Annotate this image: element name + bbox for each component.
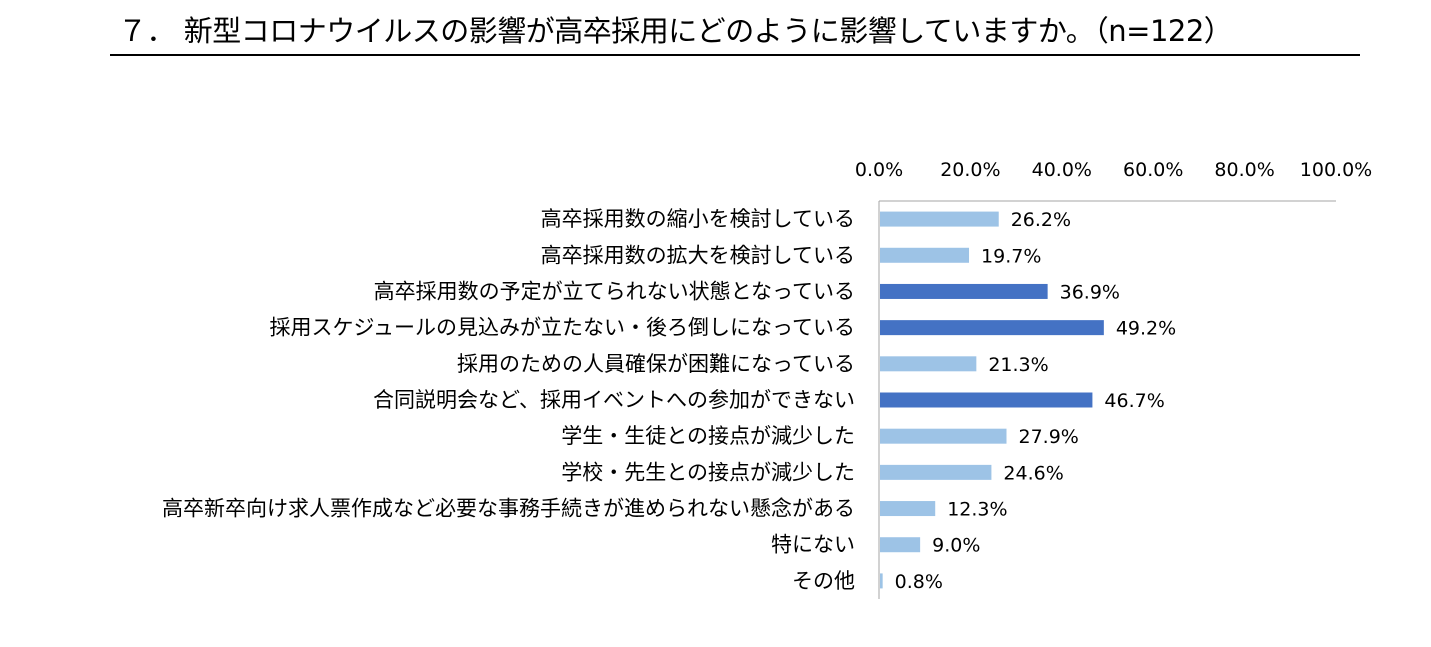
bar	[880, 428, 1007, 444]
x-tick-label: 0.0%	[855, 159, 903, 181]
bar	[880, 211, 999, 227]
data-label: 12.3%	[947, 499, 1007, 521]
bar	[880, 501, 936, 517]
data-label: 36.9%	[1060, 281, 1120, 303]
bar	[880, 573, 883, 589]
data-label: 24.6%	[1003, 462, 1063, 484]
category-label: 合同説明会など、採用イベントへの参加ができない	[373, 388, 855, 412]
x-tick-label: 80.0%	[1214, 159, 1274, 181]
bar	[880, 537, 921, 553]
data-label: 49.2%	[1116, 318, 1176, 340]
bars	[880, 211, 1104, 589]
bar	[880, 283, 1048, 299]
category-label: 学校・先生との接点が減少した	[561, 460, 855, 484]
bar	[880, 356, 977, 372]
data-label: 19.7%	[981, 245, 1041, 267]
chart-title: ７． 新型コロナウイルスの影響が高卒採用にどのように影響していますか。（n=12…	[118, 14, 1233, 48]
category-label: 特にない	[771, 533, 855, 557]
x-tick-label: 100.0%	[1300, 159, 1372, 181]
data-label: 9.0%	[932, 535, 980, 557]
x-tick-label: 60.0%	[1123, 159, 1183, 181]
title-area: ７． 新型コロナウイルスの影響が高卒採用にどのように影響していますか。（n=12…	[110, 8, 1360, 56]
category-label: 高卒採用数の予定が立てられない状態となっている	[374, 279, 855, 303]
x-axis-ticks: 0.0% 20.0% 40.0% 60.0% 80.0% 100.0%	[855, 159, 1372, 181]
bar	[880, 247, 970, 263]
data-label: 46.7%	[1104, 390, 1164, 412]
category-labels: 高卒採用数の縮小を検討している高卒採用数の拡大を検討している高卒採用数の予定が立…	[162, 207, 855, 593]
bar	[880, 464, 992, 480]
value-labels: 26.2% 19.7% 36.9% 49.2% 21.3% 46.7% 27.9% 24.6%…	[895, 209, 1177, 593]
data-label: 27.9%	[1019, 426, 1079, 448]
category-label: 採用スケジュールの見込みが立たない・後ろ倒しになっている	[270, 316, 855, 340]
x-tick-label: 40.0%	[1032, 159, 1092, 181]
data-label: 0.8%	[895, 571, 943, 593]
x-tick-label: 20.0%	[940, 159, 1000, 181]
category-label: 高卒新卒向け求人票作成など必要な事務手続きが進められない懸念がある	[162, 497, 855, 521]
bar	[880, 320, 1104, 336]
category-label: 採用のための人員確保が困難になっている	[457, 352, 855, 376]
category-label: 高卒採用数の縮小を検討している	[541, 207, 855, 231]
data-label: 21.3%	[988, 354, 1048, 376]
category-label: その他	[792, 569, 855, 593]
category-label: 高卒採用数の拡大を検討している	[541, 243, 855, 267]
data-label: 26.2%	[1011, 209, 1071, 231]
bar	[880, 392, 1093, 408]
category-label: 学生・生徒との接点が減少した	[561, 424, 855, 448]
